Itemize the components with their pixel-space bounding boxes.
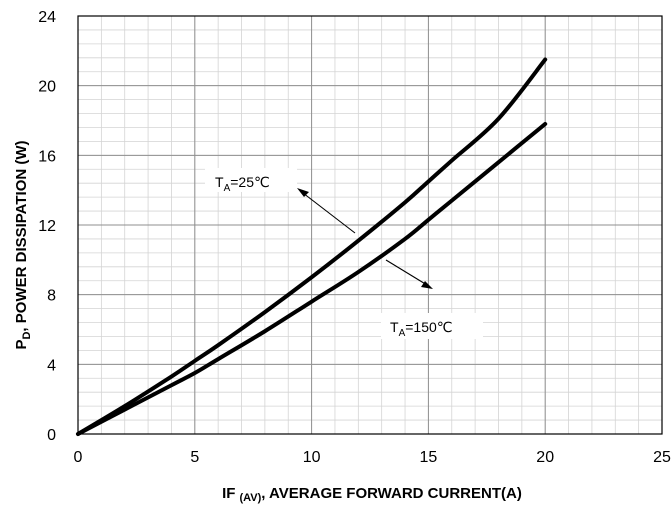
annotation-150c-sub: A [399, 328, 406, 339]
x-axis-label-sub: (AV) [239, 492, 261, 504]
x-tick-label: 15 [420, 449, 438, 466]
x-tick-label: 25 [653, 449, 671, 466]
x-axis-label-main: IF [222, 485, 235, 502]
annotation-25c: TA=25℃ [215, 174, 270, 194]
annotation-150c-main: T [390, 319, 399, 335]
annotation-arrow-150c [385, 259, 428, 286]
x-tick-label: 0 [74, 449, 83, 466]
series-line-1 [76, 121, 548, 436]
y-tick-label: 8 [47, 288, 56, 305]
x-tick-label: 5 [190, 449, 199, 466]
y-axis-label: PD, POWER DISSIPATION (W) [13, 140, 33, 349]
annotation-arrow [302, 192, 356, 234]
annotation-arrowhead-25c [297, 188, 309, 197]
y-tick-label: 4 [47, 357, 56, 374]
plot-area-frame [77, 15, 663, 435]
annotation-25c-rest: =25℃ [230, 174, 269, 190]
y-tick-label: 24 [38, 9, 56, 26]
annotation-150c: TA=150℃ [390, 319, 453, 339]
annotation-arrowhead-150c [421, 281, 433, 289]
y-tick-label: 12 [38, 218, 56, 235]
major-grid [78, 16, 662, 434]
y-axis-label-rest: , POWER DISSIPATION (W) [13, 140, 30, 331]
annotation-150c-rest: =150℃ [405, 319, 452, 335]
annotation-25c-main: T [215, 174, 224, 190]
y-axis-label-sub: D [21, 332, 33, 340]
tick-labels: 0 5 10 15 20 25 0 4 8 12 16 20 24 [38, 9, 671, 466]
annotation-25c-background [205, 168, 297, 192]
y-tick-label: 0 [47, 427, 56, 444]
x-axis-label-rest: , AVERAGE FORWARD CURRENT(A) [261, 485, 522, 502]
y-axis-label-main: P [13, 340, 30, 350]
x-tick-label: 10 [303, 449, 321, 466]
y-tick-label: 16 [38, 148, 56, 165]
x-axis-label: IF (AV), AVERAGE FORWARD CURRENT(A) [222, 485, 522, 504]
annotation-25c-sub: A [224, 183, 231, 194]
x-tick-label: 20 [536, 449, 554, 466]
y-tick-label: 20 [38, 79, 56, 96]
series-layer [76, 57, 548, 436]
annotation-150c-background [381, 313, 483, 339]
series-line-0 [76, 57, 548, 436]
